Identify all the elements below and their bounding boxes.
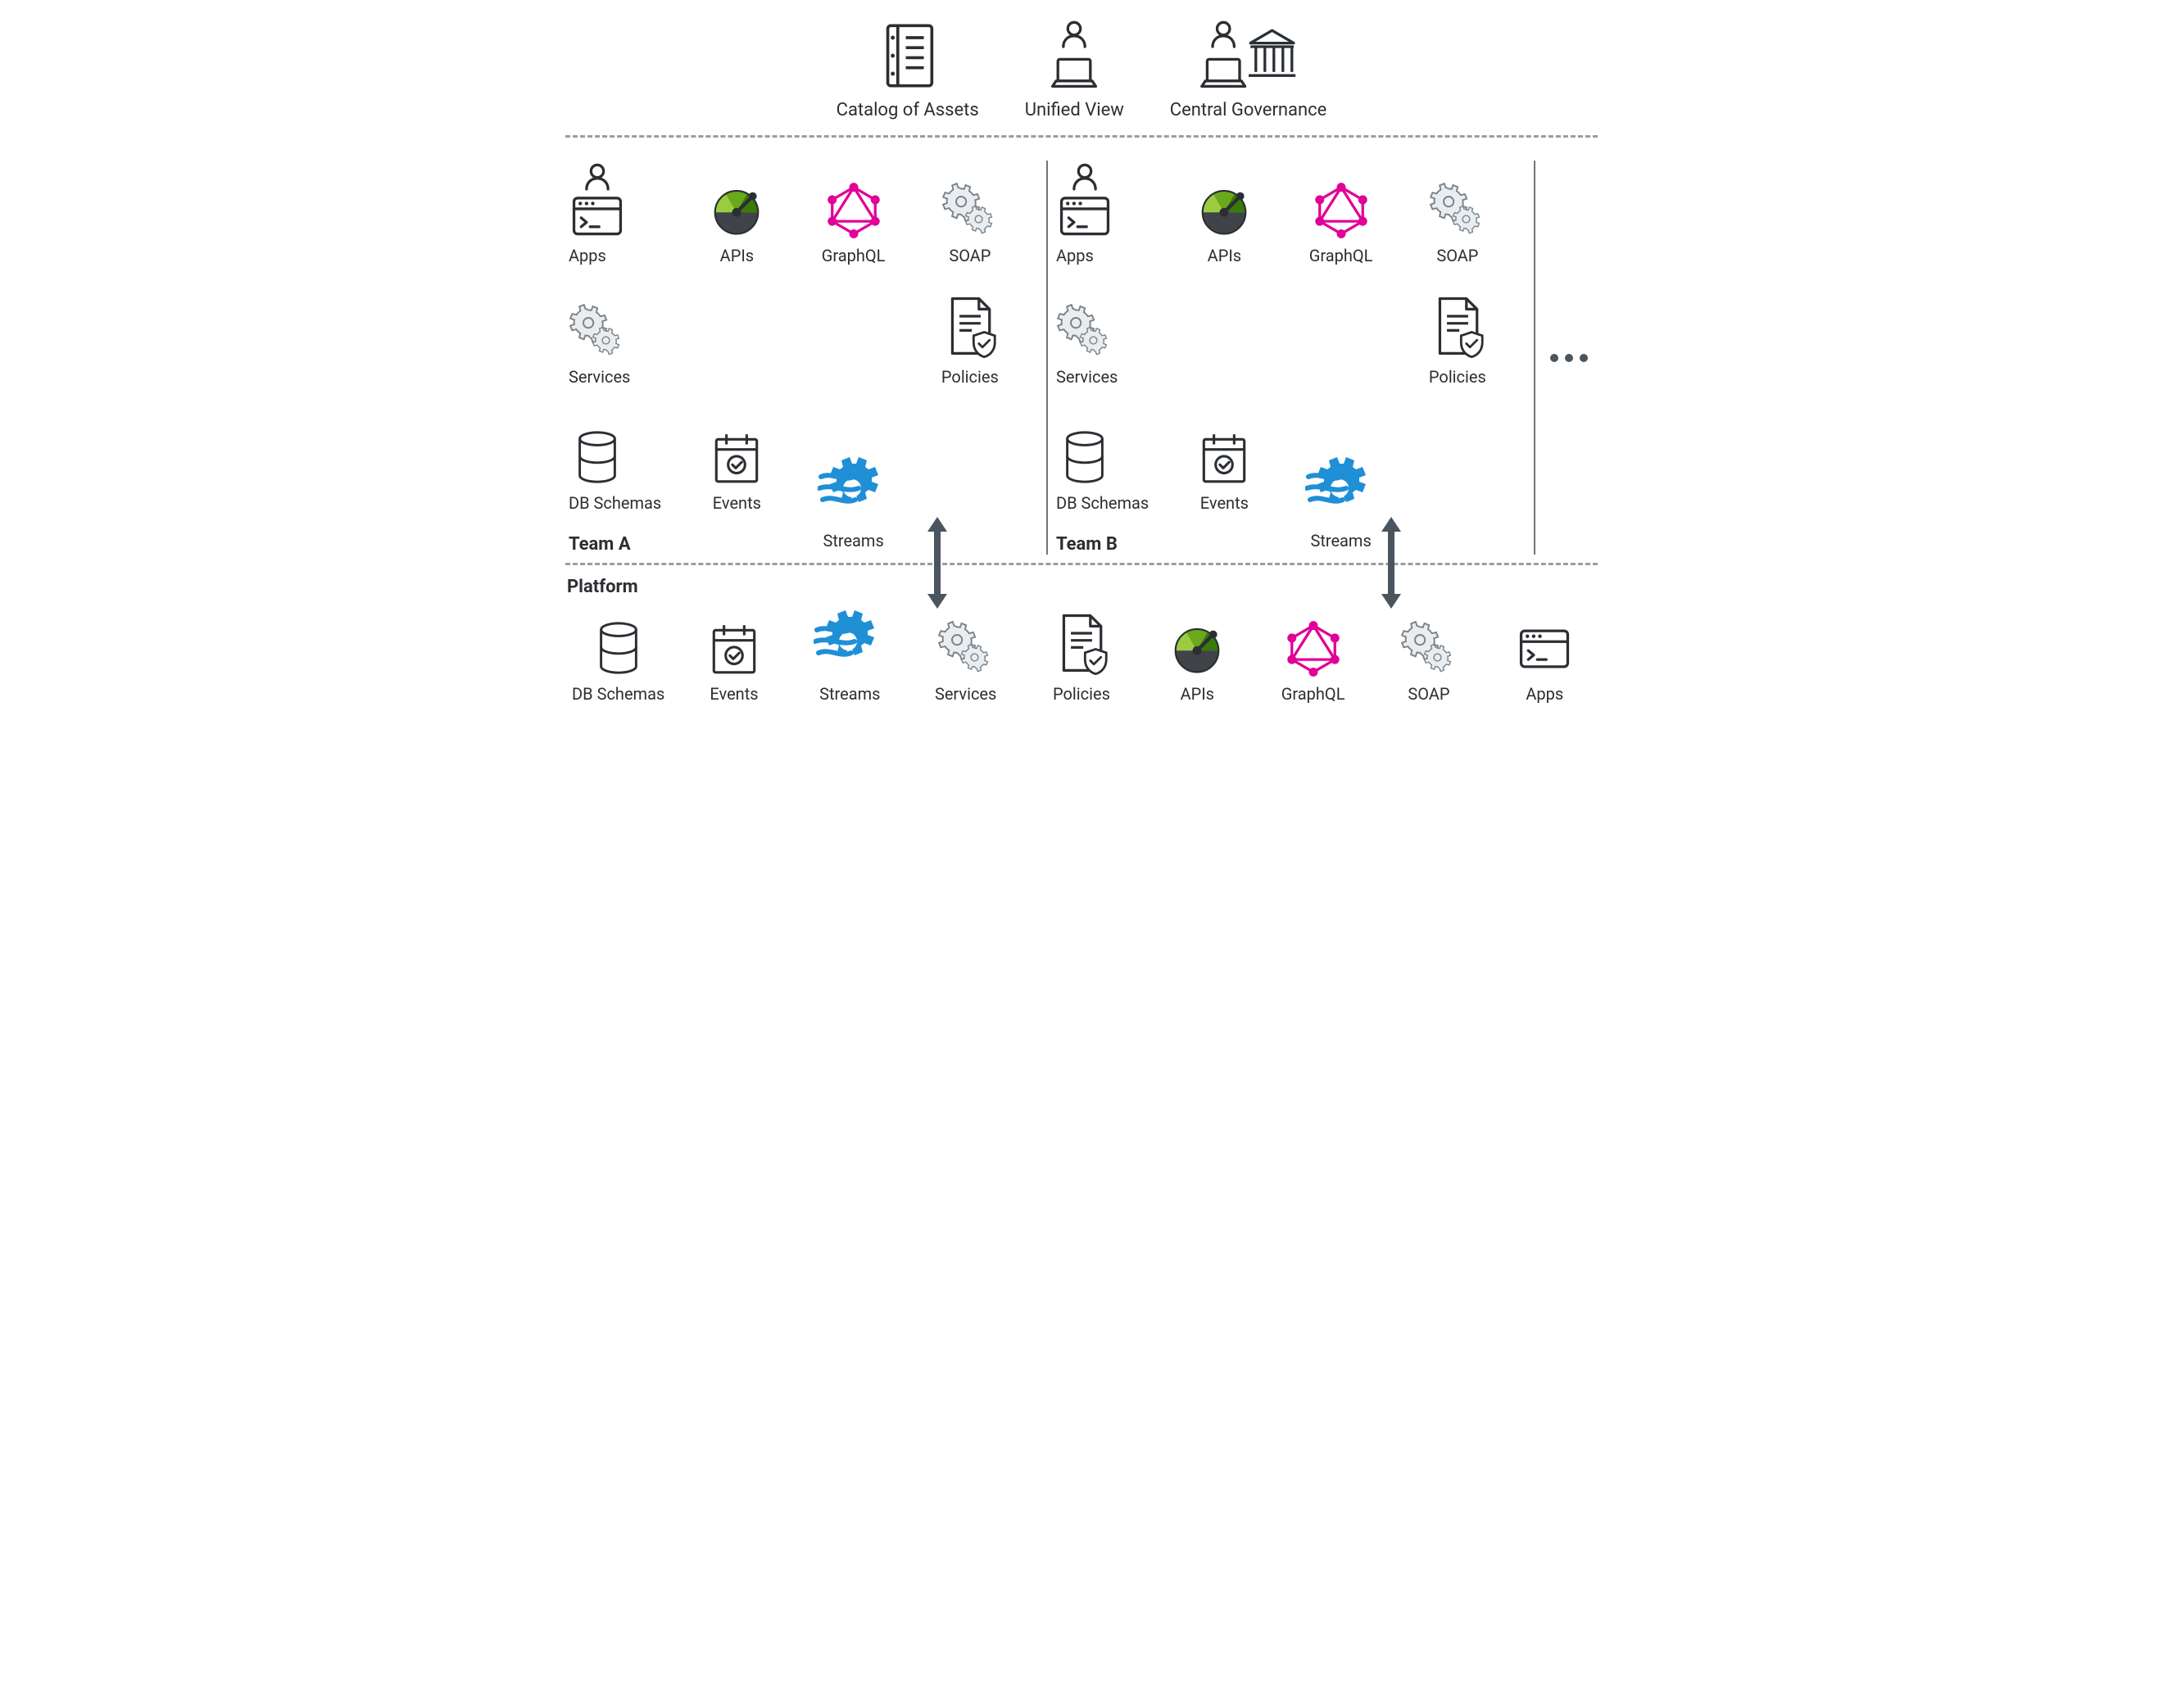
asset-soap: SOAP [918,182,1022,265]
asset-policies: Policies [918,293,1022,387]
platform-services: Services [913,620,1018,704]
asset-events: Events [685,429,788,513]
soap-icon [1429,182,1486,239]
asset-graphql: GraphQL [1290,182,1393,265]
db-icon [569,429,626,487]
services-icon [569,303,626,360]
events-icon [705,620,763,677]
asset-dbschemas: DB Schemas [1056,429,1159,513]
policies-icon [941,293,999,360]
governance-row: Catalog of Assets Unified View Central G… [565,15,1598,135]
app-window-icon [1516,620,1573,677]
team-a-grid: Apps APIs GraphQL SOAP Services [569,161,1022,513]
sync-arrow-team-b [1380,517,1403,609]
divider-bottom [565,563,1598,565]
team-a-column: Apps APIs GraphQL SOAP Services [565,161,1041,555]
asset-policies: Policies [1406,293,1509,387]
asset-dbschemas: DB Schemas [569,429,672,513]
graphql-icon [825,182,882,239]
gov-unified-label: Unified View [1025,100,1124,120]
team-a-name: Team A [569,534,1022,555]
asset-events-label: Events [713,493,761,513]
asset-apis: APIs [685,182,788,265]
platform-apps: Apps [1492,620,1598,704]
apis-icon [708,182,765,239]
db-icon [1056,429,1113,487]
asset-streams-label: Streams [823,531,883,550]
apps-icon [569,161,626,239]
asset-soap-label: SOAP [949,246,991,265]
asset-services: Services [1056,303,1159,387]
asset-services: Services [569,303,672,387]
apps-icon [1056,161,1113,239]
asset-streams: Streams [802,452,905,550]
asset-dbschemas-label: DB Schemas [569,493,661,513]
apis-icon [1168,620,1226,677]
ellipsis-icon [1550,354,1588,362]
platform-policies: Policies [1028,610,1134,704]
catalog-icon [872,20,944,92]
platform-apis: APIs [1145,620,1250,704]
policies-icon [1053,610,1110,677]
gov-catalog-label: Catalog of Assets [837,100,979,120]
asset-apps: Apps [569,161,672,265]
unified-view-icon [1038,20,1110,92]
asset-streams: Streams [1290,452,1393,550]
platform-row: DB Schemas Events Streams Services Polic… [565,605,1598,704]
streams-icon [814,605,886,677]
events-icon [708,429,765,487]
platform-heading: Platform [567,577,1598,597]
asset-events: Events [1172,429,1276,513]
asset-apps: Apps [1056,161,1159,265]
team-divider-2 [1534,161,1535,555]
platform-events: Events [681,620,787,704]
governance-icon [1199,20,1298,92]
events-icon [1195,429,1253,487]
asset-policies-label: Policies [941,367,999,387]
platform-dbschemas: DB Schemas [565,620,671,704]
gov-governance: Central Governance [1170,20,1327,120]
asset-apps-label: Apps [569,246,606,265]
graphql-icon [1285,620,1342,677]
more-teams [1540,161,1598,555]
sync-arrow-team-a [926,517,949,609]
teams-section: Apps APIs GraphQL SOAP Services [565,138,1598,563]
platform-graphql: GraphQL [1260,620,1366,704]
platform-soap: SOAP [1376,620,1481,704]
db-icon [590,620,647,677]
apis-icon [1195,182,1253,239]
streams-icon [1305,452,1377,524]
team-b-name: Team B [1056,534,1509,555]
asset-soap: SOAP [1406,182,1509,265]
platform-streams: Streams [797,605,903,704]
gov-unified: Unified View [1025,20,1124,120]
soap-icon [1400,620,1458,677]
team-b-column: Apps APIs GraphQL SOAP Services [1053,161,1529,555]
services-icon [1056,303,1113,360]
gov-catalog: Catalog of Assets [837,20,979,120]
asset-graphql: GraphQL [802,182,905,265]
asset-services-label: Services [569,367,630,387]
architecture-diagram: Catalog of Assets Unified View Central G… [565,15,1598,704]
asset-apis-label: APIs [720,246,754,265]
gov-governance-label: Central Governance [1170,100,1327,120]
asset-apis: APIs [1172,182,1276,265]
soap-icon [941,182,999,239]
team-b-grid: Apps APIs GraphQL SOAP Services [1056,161,1509,513]
graphql-icon [1313,182,1370,239]
policies-icon [1429,293,1486,360]
streams-icon [818,452,890,524]
asset-graphql-label: GraphQL [822,246,886,265]
services-icon [937,620,995,677]
team-divider-1 [1046,161,1048,555]
